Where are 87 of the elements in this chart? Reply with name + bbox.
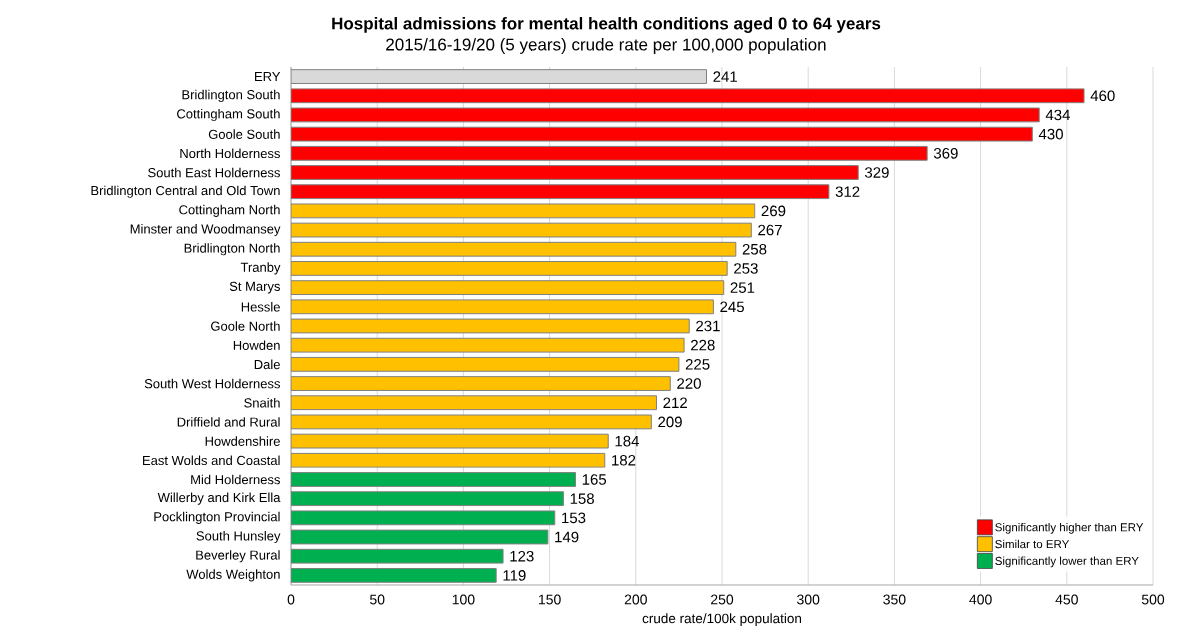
bar bbox=[291, 472, 576, 487]
bar bbox=[291, 356, 680, 372]
x-tick-label: 50 bbox=[369, 594, 385, 605]
y-tick-label: Mid Holderness bbox=[191, 474, 280, 485]
data-label: 212 bbox=[663, 397, 687, 408]
y-tick-label: Snaith bbox=[244, 397, 280, 408]
y-tick-label: Bridlington Central and Old Town bbox=[91, 185, 280, 198]
y-tick-label: Bridlington North bbox=[184, 243, 280, 256]
bar bbox=[291, 241, 737, 257]
bar bbox=[291, 280, 725, 296]
data-label: 267 bbox=[758, 224, 782, 236]
data-label: 253 bbox=[734, 263, 758, 274]
legend-label: Significantly higher than ERY bbox=[995, 522, 1144, 534]
bar bbox=[291, 510, 556, 526]
data-label: 312 bbox=[835, 186, 860, 197]
chart-title: Hospital admissions for mental health conditions aged 0 to 64 years bbox=[332, 17, 881, 33]
y-tick-label: Pocklington Provincial bbox=[154, 511, 280, 524]
y-tick-label: Hessle bbox=[241, 302, 280, 312]
y-tick-label: South West Holderness bbox=[144, 378, 280, 389]
data-label: 228 bbox=[691, 339, 715, 351]
data-label: 220 bbox=[677, 378, 701, 389]
legend-label: Similar to ERY bbox=[995, 539, 1070, 549]
legend-label: Significantly lower than ERY bbox=[995, 556, 1139, 568]
data-label: 251 bbox=[730, 282, 755, 293]
data-label: 184 bbox=[615, 435, 640, 447]
y-tick-label: Howden bbox=[233, 340, 280, 350]
x-tick-label: 250 bbox=[711, 594, 734, 605]
data-label: 153 bbox=[562, 512, 586, 524]
x-tick-label: 200 bbox=[624, 594, 647, 605]
bar bbox=[291, 452, 606, 468]
bar bbox=[291, 491, 564, 507]
data-label: 182 bbox=[612, 454, 636, 466]
data-label: 123 bbox=[510, 550, 534, 562]
x-tick-label: 150 bbox=[538, 594, 561, 605]
data-label: 434 bbox=[1045, 109, 1070, 121]
y-tick-label: South East Holderness bbox=[148, 167, 280, 178]
bar bbox=[291, 529, 549, 545]
x-tick-label: 450 bbox=[1055, 594, 1078, 605]
y-tick-label: Goole South bbox=[208, 129, 280, 139]
x-tick-label: 350 bbox=[883, 594, 906, 605]
data-label: 119 bbox=[503, 570, 526, 581]
data-label: 269 bbox=[761, 205, 786, 217]
x-tick-label: 500 bbox=[1141, 594, 1165, 605]
y-tick-label: Goole North bbox=[211, 321, 280, 331]
data-label: 369 bbox=[933, 148, 958, 159]
y-tick-label: Driffield and Rural bbox=[177, 417, 280, 427]
y-tick-label: St Marys bbox=[229, 281, 280, 294]
data-label: 231 bbox=[696, 320, 720, 332]
y-tick-label: Dale bbox=[254, 359, 280, 370]
y-tick-label: Bridlington South bbox=[182, 89, 280, 102]
x-tick-label: 0 bbox=[287, 594, 295, 605]
bar bbox=[291, 184, 830, 200]
chart-subtitle: 2015/16-19/20 (5 years) crude rate per 100,000 population bbox=[386, 38, 826, 54]
data-label: 258 bbox=[742, 243, 767, 255]
bar bbox=[291, 145, 928, 161]
data-label: 209 bbox=[658, 416, 682, 428]
bar bbox=[291, 165, 859, 180]
y-tick-label: Cottingham North bbox=[179, 204, 280, 217]
x-tick-label: 300 bbox=[797, 594, 820, 605]
data-label: 241 bbox=[713, 71, 737, 82]
y-tick-label: Willerby and Kirk Ella bbox=[157, 492, 281, 505]
data-label: 460 bbox=[1090, 90, 1115, 102]
y-tick-label: Tranby bbox=[240, 262, 281, 275]
y-tick-label: Minster and Woodmansey bbox=[130, 224, 281, 237]
x-tick-label: 400 bbox=[969, 594, 992, 605]
bar bbox=[291, 261, 728, 276]
y-tick-label: South Hunsley bbox=[196, 530, 281, 544]
data-label: 165 bbox=[582, 474, 607, 485]
y-tick-label: Cottingham South bbox=[177, 108, 280, 122]
y-tick-label: Beverley Rural bbox=[196, 550, 280, 563]
y-tick-label: ERY bbox=[255, 72, 281, 82]
x-tick-label: 100 bbox=[452, 594, 475, 605]
bar bbox=[291, 548, 504, 564]
data-label: 329 bbox=[864, 167, 889, 178]
y-tick-label: Howdenshire bbox=[205, 436, 280, 446]
bar bbox=[291, 567, 497, 583]
data-label: 149 bbox=[555, 531, 579, 543]
data-label: 158 bbox=[570, 493, 594, 504]
y-tick-label: Wolds Weighton bbox=[186, 569, 280, 582]
data-label: 245 bbox=[720, 301, 744, 313]
bar bbox=[291, 395, 657, 411]
y-tick-label: North Holderness bbox=[180, 148, 280, 159]
data-label: 430 bbox=[1038, 128, 1063, 140]
y-tick-label: East Wolds and Coastal bbox=[143, 455, 280, 466]
x-axis-title: crude rate/100k population bbox=[642, 613, 802, 626]
data-label: 225 bbox=[685, 359, 710, 370]
bar bbox=[291, 376, 671, 391]
